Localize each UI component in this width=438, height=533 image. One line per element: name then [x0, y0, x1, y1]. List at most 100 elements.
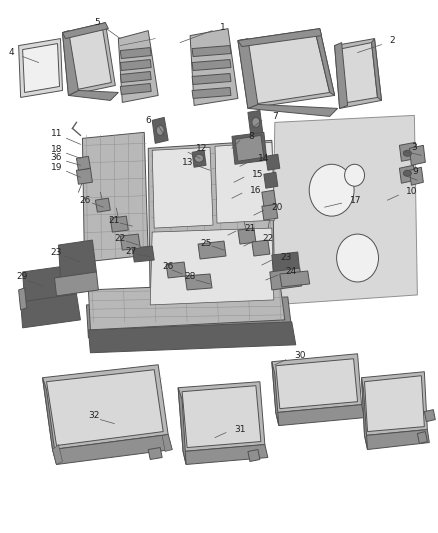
Polygon shape [272, 252, 300, 275]
Text: 30: 30 [295, 351, 306, 360]
Polygon shape [272, 362, 279, 425]
Text: 12: 12 [196, 144, 208, 153]
Polygon shape [21, 294, 81, 328]
Polygon shape [178, 382, 265, 451]
Polygon shape [276, 359, 357, 409]
Polygon shape [364, 376, 424, 432]
Text: 14: 14 [258, 154, 269, 163]
Polygon shape [152, 117, 168, 143]
Ellipse shape [194, 154, 204, 162]
Polygon shape [215, 142, 275, 223]
Polygon shape [198, 241, 226, 259]
Text: 9: 9 [413, 167, 418, 176]
Polygon shape [238, 38, 258, 108]
Polygon shape [110, 216, 128, 232]
Polygon shape [192, 87, 231, 99]
Polygon shape [53, 445, 63, 464]
Polygon shape [183, 445, 268, 464]
Polygon shape [46, 370, 163, 446]
Text: 5: 5 [95, 18, 100, 27]
Text: 21: 21 [108, 216, 120, 224]
Polygon shape [235, 135, 264, 161]
Ellipse shape [403, 170, 411, 176]
Polygon shape [63, 22, 115, 95]
Polygon shape [335, 38, 381, 108]
Polygon shape [399, 165, 415, 183]
Polygon shape [95, 198, 110, 212]
Polygon shape [272, 116, 417, 305]
Polygon shape [118, 30, 158, 102]
Polygon shape [192, 60, 231, 70]
Polygon shape [185, 274, 212, 290]
Text: 18: 18 [50, 145, 62, 154]
Polygon shape [248, 104, 338, 116]
Polygon shape [182, 386, 261, 448]
Polygon shape [238, 228, 256, 244]
Polygon shape [150, 228, 274, 305]
Polygon shape [361, 378, 367, 449]
Polygon shape [120, 60, 151, 70]
Text: 23: 23 [50, 247, 62, 256]
Ellipse shape [337, 234, 378, 282]
Text: 22: 22 [114, 233, 126, 243]
Text: 7: 7 [272, 112, 278, 121]
Polygon shape [410, 146, 425, 165]
Polygon shape [248, 110, 263, 136]
Text: 10: 10 [406, 187, 418, 196]
Polygon shape [86, 297, 292, 338]
Polygon shape [272, 354, 361, 413]
Polygon shape [252, 240, 270, 256]
Text: 32: 32 [88, 411, 100, 420]
Text: 16: 16 [250, 185, 261, 195]
Text: 11: 11 [50, 129, 62, 138]
Polygon shape [264, 172, 278, 188]
Polygon shape [190, 29, 238, 106]
Polygon shape [54, 272, 99, 296]
Ellipse shape [403, 150, 411, 156]
Polygon shape [148, 448, 162, 459]
Polygon shape [410, 167, 424, 185]
Polygon shape [238, 29, 321, 46]
Polygon shape [67, 28, 111, 91]
Polygon shape [120, 84, 151, 94]
Polygon shape [280, 271, 310, 287]
Text: 22: 22 [262, 233, 273, 243]
Ellipse shape [309, 164, 354, 216]
Text: 26: 26 [79, 196, 91, 205]
Text: 24: 24 [286, 268, 297, 277]
Polygon shape [68, 91, 118, 100]
Polygon shape [192, 150, 206, 167]
Polygon shape [77, 156, 90, 170]
Polygon shape [276, 405, 364, 425]
Text: 29: 29 [17, 272, 28, 281]
Polygon shape [316, 29, 335, 95]
Polygon shape [361, 372, 427, 435]
Text: 3: 3 [411, 143, 417, 152]
Polygon shape [232, 132, 267, 164]
Polygon shape [192, 74, 231, 84]
Polygon shape [148, 140, 275, 308]
Text: 1: 1 [220, 23, 226, 32]
Text: 28: 28 [184, 272, 195, 281]
Text: 4: 4 [9, 48, 14, 57]
Ellipse shape [156, 125, 164, 135]
Polygon shape [82, 132, 148, 262]
Text: 17: 17 [350, 196, 361, 205]
Polygon shape [371, 38, 381, 100]
Polygon shape [162, 434, 172, 451]
Polygon shape [63, 30, 78, 95]
Polygon shape [23, 265, 77, 302]
Polygon shape [120, 71, 151, 83]
Polygon shape [42, 378, 57, 464]
Text: 36: 36 [50, 153, 62, 162]
Text: 23: 23 [281, 253, 292, 262]
Polygon shape [19, 288, 27, 310]
Text: 2: 2 [389, 36, 395, 45]
Text: 20: 20 [272, 203, 283, 212]
Polygon shape [242, 34, 330, 104]
Polygon shape [178, 387, 186, 464]
Polygon shape [63, 22, 108, 38]
Polygon shape [77, 168, 92, 184]
Polygon shape [364, 430, 429, 449]
Polygon shape [262, 204, 278, 220]
